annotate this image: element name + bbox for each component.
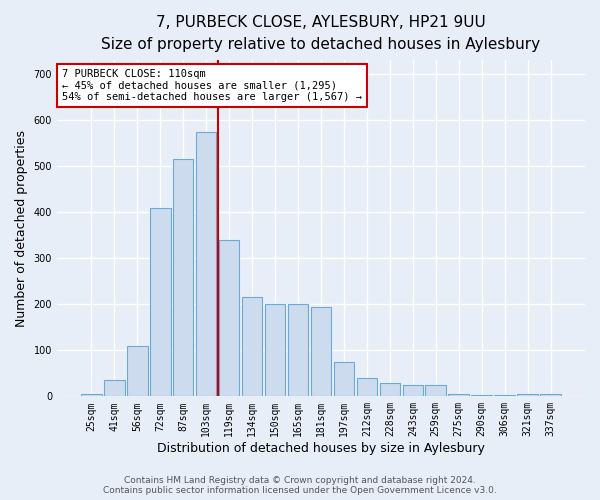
Bar	[356, 378, 377, 396]
Bar	[403, 385, 423, 396]
Bar	[265, 304, 286, 396]
Bar	[380, 382, 400, 396]
Text: Contains HM Land Registry data © Crown copyright and database right 2024.
Contai: Contains HM Land Registry data © Crown c…	[103, 476, 497, 495]
Bar	[127, 346, 148, 397]
Text: 7 PURBECK CLOSE: 110sqm
← 45% of detached houses are smaller (1,295)
54% of semi: 7 PURBECK CLOSE: 110sqm ← 45% of detache…	[62, 68, 362, 102]
Bar	[448, 394, 469, 396]
Y-axis label: Number of detached properties: Number of detached properties	[15, 130, 28, 327]
Bar	[334, 362, 354, 396]
Bar	[104, 380, 125, 396]
X-axis label: Distribution of detached houses by size in Aylesbury: Distribution of detached houses by size …	[157, 442, 485, 455]
Bar	[425, 385, 446, 396]
Bar	[81, 394, 101, 396]
Bar	[173, 160, 193, 396]
Bar	[219, 240, 239, 396]
Bar	[150, 208, 170, 396]
Bar	[287, 304, 308, 396]
Bar	[541, 394, 561, 396]
Title: 7, PURBECK CLOSE, AYLESBURY, HP21 9UU
Size of property relative to detached hous: 7, PURBECK CLOSE, AYLESBURY, HP21 9UU Si…	[101, 15, 541, 52]
Bar	[196, 132, 217, 396]
Bar	[517, 394, 538, 396]
Bar	[311, 306, 331, 396]
Bar	[242, 298, 262, 396]
